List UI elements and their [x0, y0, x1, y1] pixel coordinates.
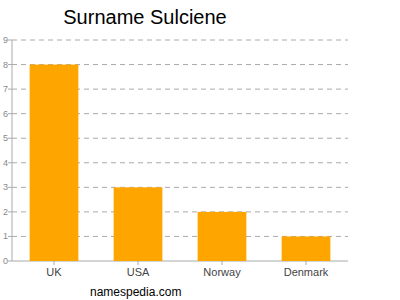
bar: [114, 187, 163, 261]
y-tick-label: 4: [3, 158, 8, 168]
chart-container: Surname Sulciene 0 1 2 3 4 5 6 7 8 9 UK USA Norway Den…: [0, 0, 400, 300]
y-tick: [8, 211, 12, 212]
x-tick: [138, 261, 139, 265]
y-tick: [8, 64, 12, 65]
y-tick-label: 7: [3, 84, 8, 94]
y-axis: [12, 40, 13, 261]
y-tick: [8, 89, 12, 90]
x-tick-label: Denmark: [284, 266, 329, 278]
x-tick: [306, 261, 307, 265]
x-tick-label: Norway: [203, 266, 241, 278]
y-tick: [8, 138, 12, 139]
x-tick: [54, 261, 55, 265]
y-tick-label: 1: [3, 231, 8, 241]
grid-line: [12, 40, 348, 41]
y-tick-label: 3: [3, 182, 8, 192]
x-tick-label: USA: [127, 266, 150, 278]
bar: [282, 236, 331, 261]
y-tick: [8, 40, 12, 41]
y-tick: [8, 261, 12, 262]
y-tick: [8, 236, 12, 237]
bar: [198, 212, 247, 261]
y-tick: [8, 162, 12, 163]
x-tick: [222, 261, 223, 265]
y-tick-label: 6: [3, 109, 8, 119]
y-tick-label: 2: [3, 207, 8, 217]
y-tick-label: 0: [3, 256, 8, 266]
y-tick-label: 8: [3, 60, 8, 70]
x-tick-label: UK: [46, 266, 62, 278]
y-tick-label: 9: [3, 35, 8, 45]
source: namespedia.com: [90, 285, 181, 299]
title: Surname Sulciene: [63, 6, 226, 28]
y-tick: [8, 187, 12, 188]
bar: [30, 65, 79, 261]
y-tick: [8, 113, 12, 114]
y-tick-label: 5: [3, 133, 8, 143]
bars: [30, 65, 331, 261]
chart-svg: Surname Sulciene 0 1 2 3 4 5 6 7 8 9 UK USA Norway Den…: [0, 0, 400, 300]
